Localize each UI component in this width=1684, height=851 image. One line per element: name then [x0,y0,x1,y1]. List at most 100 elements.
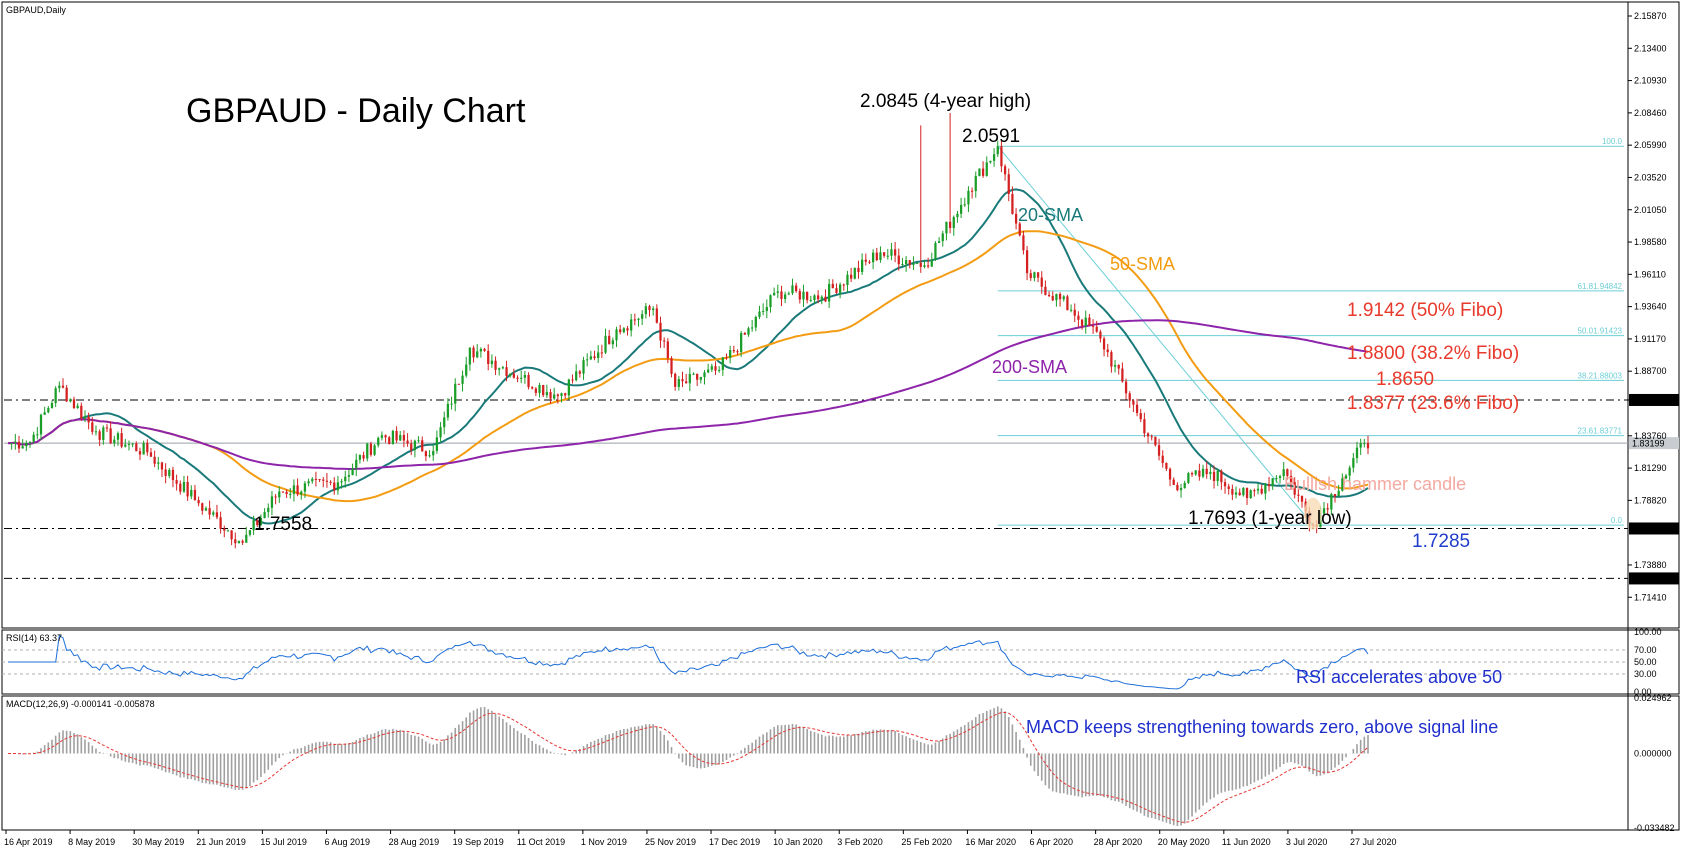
x-tick-label: 17 Dec 2019 [709,837,760,847]
macd-tick-label: 0.000000 [1634,749,1672,759]
y-axis-ticks: 2.15870 2.13400 2.10930 2.08460 2.05990 2.035… [1628,11,1667,602]
candle-body [1091,325,1095,327]
candle-body [1190,473,1194,475]
y-tick-label: 2.13400 [1634,43,1667,53]
y-tick-label: 1.78820 [1634,495,1667,505]
candle-body [1014,213,1018,224]
candle-body [164,469,167,476]
candle-body [648,306,651,311]
price-panel-frame [1,1,1680,629]
y-tick-label: 2.08460 [1634,108,1667,118]
candle-body [479,348,483,352]
y-tick-label: 1.73880 [1634,560,1667,570]
candle-body [248,530,252,535]
candle-body [197,500,200,504]
x-tick-label: 25 Feb 2020 [901,837,952,847]
level-price-label: 1.76670 [1632,524,1665,534]
candle-body [190,489,193,497]
candle-body [956,213,959,218]
label-50-sma: 50-SMA [1110,254,1175,274]
candle-body [358,455,362,460]
candle-body [549,392,552,399]
candle-body [1022,235,1025,251]
candle-body [886,255,889,257]
candle-body [1355,447,1359,459]
candle-body [296,485,299,495]
candle-body [505,367,508,376]
candle-body [725,357,728,359]
candle-body [10,443,13,445]
candle-body [435,437,439,451]
candle-body [300,491,303,495]
candle-body [1205,468,1208,475]
candle-body [105,427,109,429]
candle-body [1176,484,1179,491]
candle-body [740,333,743,353]
candle-body [417,440,420,442]
candle-body [1044,286,1047,295]
candle-body [827,283,831,302]
candle-body [215,512,219,518]
candle-body [1003,166,1007,175]
candle-body [655,308,658,323]
candle-body [1209,471,1212,475]
candle-body [270,496,274,508]
candle-body [234,539,237,544]
candle-body [1033,272,1036,279]
candle-body [1238,492,1241,496]
candle-body [490,360,494,364]
candle-body [890,249,893,256]
candle-body [608,335,611,345]
candle-body [410,443,413,451]
rsi-annotation: RSI accelerates above 50 [1296,667,1502,687]
candle-body [329,481,332,483]
candle-body [622,328,625,333]
y-tick-label: 1.86500 [1634,395,1667,405]
x-tick-label: 10 Jan 2020 [773,837,823,847]
candle-body [219,517,222,529]
candle-body [1260,488,1263,494]
candle-body [483,348,486,351]
candlesticks [10,113,1370,549]
candle-body [1359,443,1362,448]
candle-body [1183,482,1186,488]
candle-body [692,373,695,375]
macd-panel: 0.024962 0.000000 -0.033482 [8,693,1675,833]
annotation-low-1-7558: 1.7558 [254,514,312,535]
annotation-fibo-23: 1.8377 (23.6% Fibo) [1347,393,1519,414]
candle-body [237,540,241,544]
y-tick-label: 1.88700 [1634,366,1667,376]
candle-body [868,261,871,263]
x-tick-label: 6 Aug 2019 [324,837,370,847]
candle-body [853,267,856,279]
candle-body [1025,250,1029,274]
candle-body [674,373,677,387]
candle-body [472,347,475,358]
candle-body [1055,294,1058,301]
candle-body [322,479,325,481]
candle-body [1216,471,1219,481]
candle-body [406,440,409,444]
candle-body [670,358,673,374]
candle-body [201,503,204,511]
candle-body [116,433,120,440]
x-tick-label: 3 Feb 2020 [837,837,883,847]
candle-body [564,393,567,396]
fibo-label: 100.0 [1602,137,1623,146]
candle-body [589,356,592,360]
candle-body [908,260,911,265]
candle-body [567,379,570,396]
candle-body [457,383,461,385]
candle-body [1322,508,1326,514]
candle-body [61,385,65,388]
candle-body [380,435,384,438]
candle-body [362,455,365,459]
candle-body [274,496,277,498]
candle-body [1172,479,1175,485]
candle-body [153,456,156,464]
candle-body [36,434,39,436]
candle-body [1194,470,1197,475]
candle-body [871,252,875,263]
candle-body [256,520,259,525]
candle-body [586,359,589,361]
